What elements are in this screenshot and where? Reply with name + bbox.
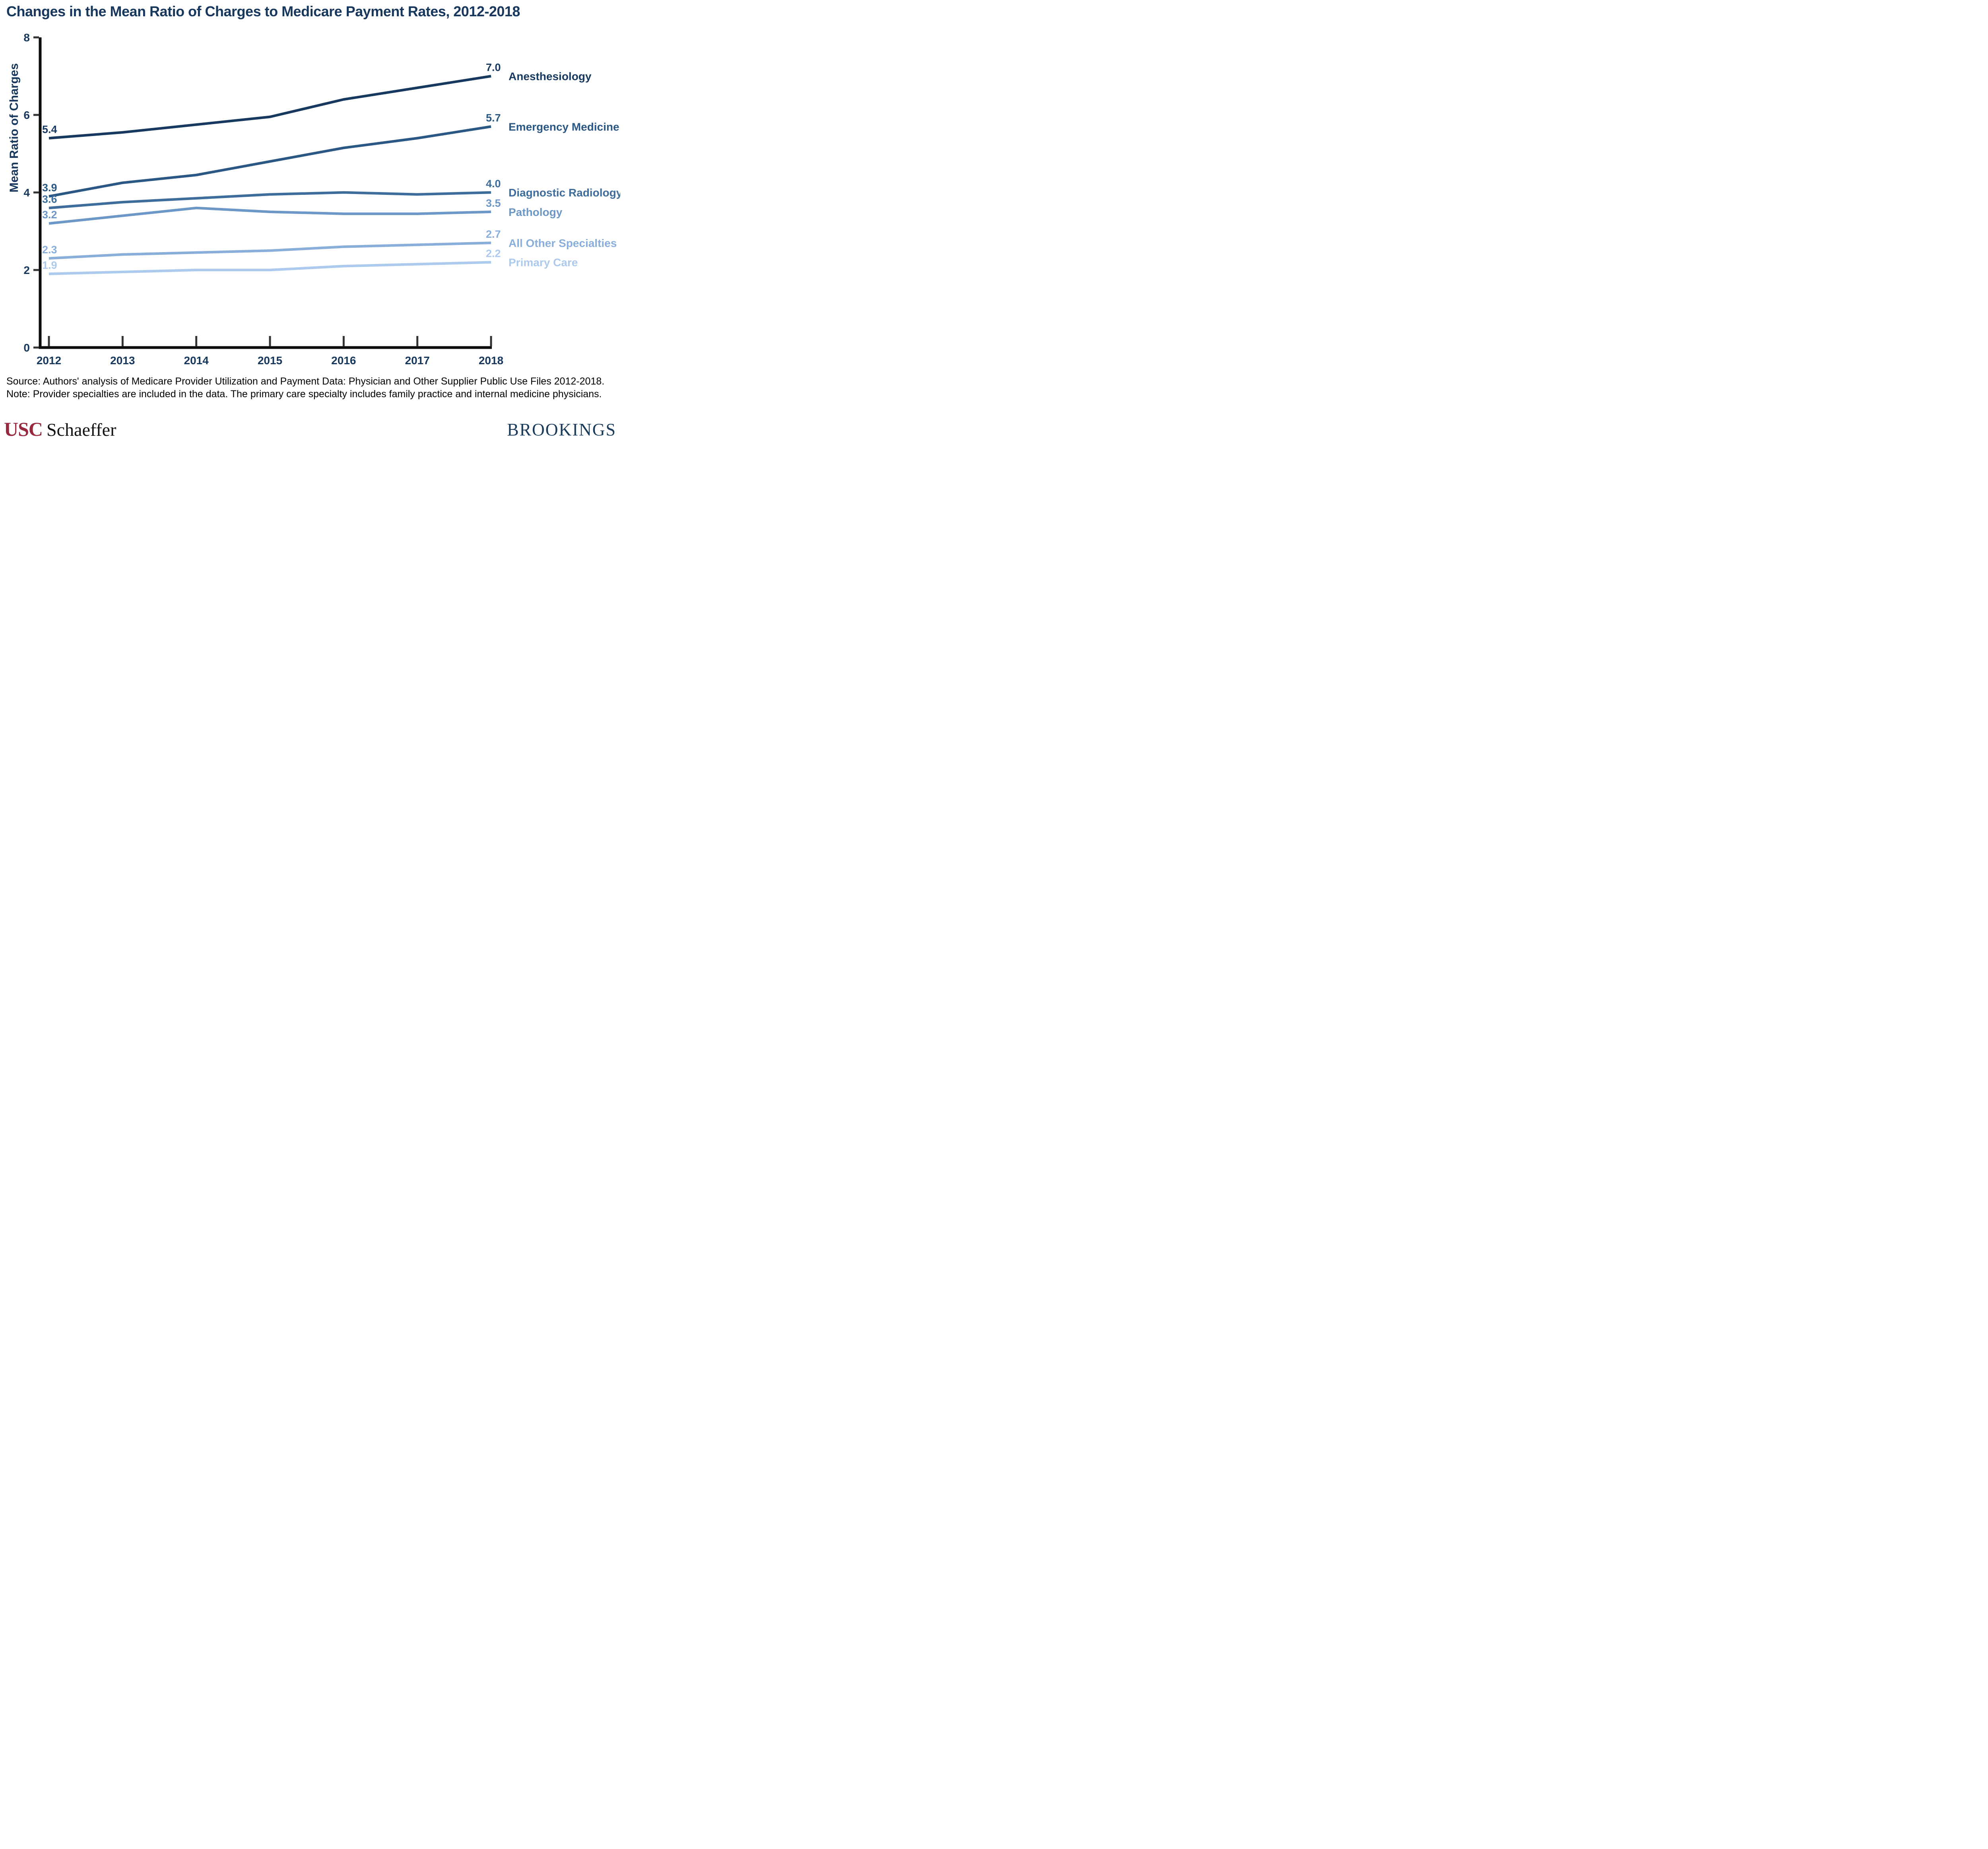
- series-start-value-anesthesiology: 5.4: [42, 124, 57, 136]
- series-end-value-emergency-medicine: 5.7: [486, 112, 501, 124]
- series-name-label-primary-care: Primary Care: [509, 256, 578, 269]
- series-line-pathology: [49, 206, 491, 225]
- x-tick-label: 2015: [258, 354, 282, 367]
- series-start-value-primary-care: 1.9: [42, 259, 57, 271]
- series-name-label-diagnostic-radiology: Diagnostic Radiology: [509, 186, 620, 199]
- series-start-value-all-other-specialties: 2.3: [42, 244, 57, 256]
- series-end-value-pathology: 3.5: [486, 197, 501, 209]
- footer-text-block: Source: Authors' analysis of Medicare Pr…: [6, 375, 609, 400]
- series-start-value-emergency-medicine: 3.9: [42, 182, 57, 194]
- series-name-label-emergency-medicine: Emergency Medicine: [509, 120, 619, 133]
- x-tick-label: 2014: [184, 354, 209, 367]
- series-end-value-anesthesiology: 7.0: [486, 62, 501, 74]
- series-end-value-diagnostic-radiology: 4.0: [486, 178, 501, 190]
- series-end-value-primary-care: 2.2: [486, 248, 501, 260]
- line-chart: 0 2 4 6 8 2012 2013 2014 2015 2016 2017 2018 5.4 7.0 A…: [23, 31, 620, 367]
- y-tick-label: 6: [23, 109, 30, 121]
- series-line-diagnostic-radiology: [49, 191, 491, 210]
- x-tick-label: 2018: [479, 354, 503, 367]
- series-line-emergency-medicine: [49, 125, 491, 198]
- y-tick-label: 4: [23, 186, 30, 199]
- brookings-logo: BROOKINGS: [507, 420, 616, 439]
- series-name-label-pathology: Pathology: [509, 206, 563, 218]
- series-name-label-anesthesiology: Anesthesiology: [509, 70, 592, 83]
- series-start-value-diagnostic-radiology: 3.6: [42, 193, 57, 205]
- series-line-primary-care: [49, 261, 491, 275]
- series-line-anesthesiology: [49, 75, 491, 140]
- series-start-value-pathology: 3.2: [42, 209, 57, 221]
- source-text: Source: Authors' analysis of Medicare Pr…: [6, 376, 605, 387]
- chart-title: Changes in the Mean Ratio of Charges to …: [6, 3, 520, 19]
- x-tick-label: 2016: [331, 354, 356, 367]
- y-tick-label: 8: [23, 31, 30, 44]
- series-end-value-all-other-specialties: 2.7: [486, 228, 501, 240]
- x-tick-label: 2017: [405, 354, 430, 367]
- x-tick-label: 2012: [37, 354, 61, 367]
- usc-logo-text: USC: [4, 418, 43, 440]
- page: Changes in the Mean Ratio of Charges to …: [0, 0, 620, 444]
- usc-schaeffer-logo: USC Schaeffer: [4, 418, 116, 441]
- x-tick-label: 2013: [110, 354, 135, 367]
- y-tick-label: 2: [23, 264, 30, 276]
- note-text: Note: Provider specialties are included …: [6, 388, 602, 400]
- schaeffer-logo-text: Schaeffer: [47, 420, 116, 440]
- series-line-all-other-specialties: [49, 241, 491, 260]
- y-tick-label: 0: [23, 342, 30, 354]
- series-name-label-all-other-specialties: All Other Specialties: [509, 237, 617, 249]
